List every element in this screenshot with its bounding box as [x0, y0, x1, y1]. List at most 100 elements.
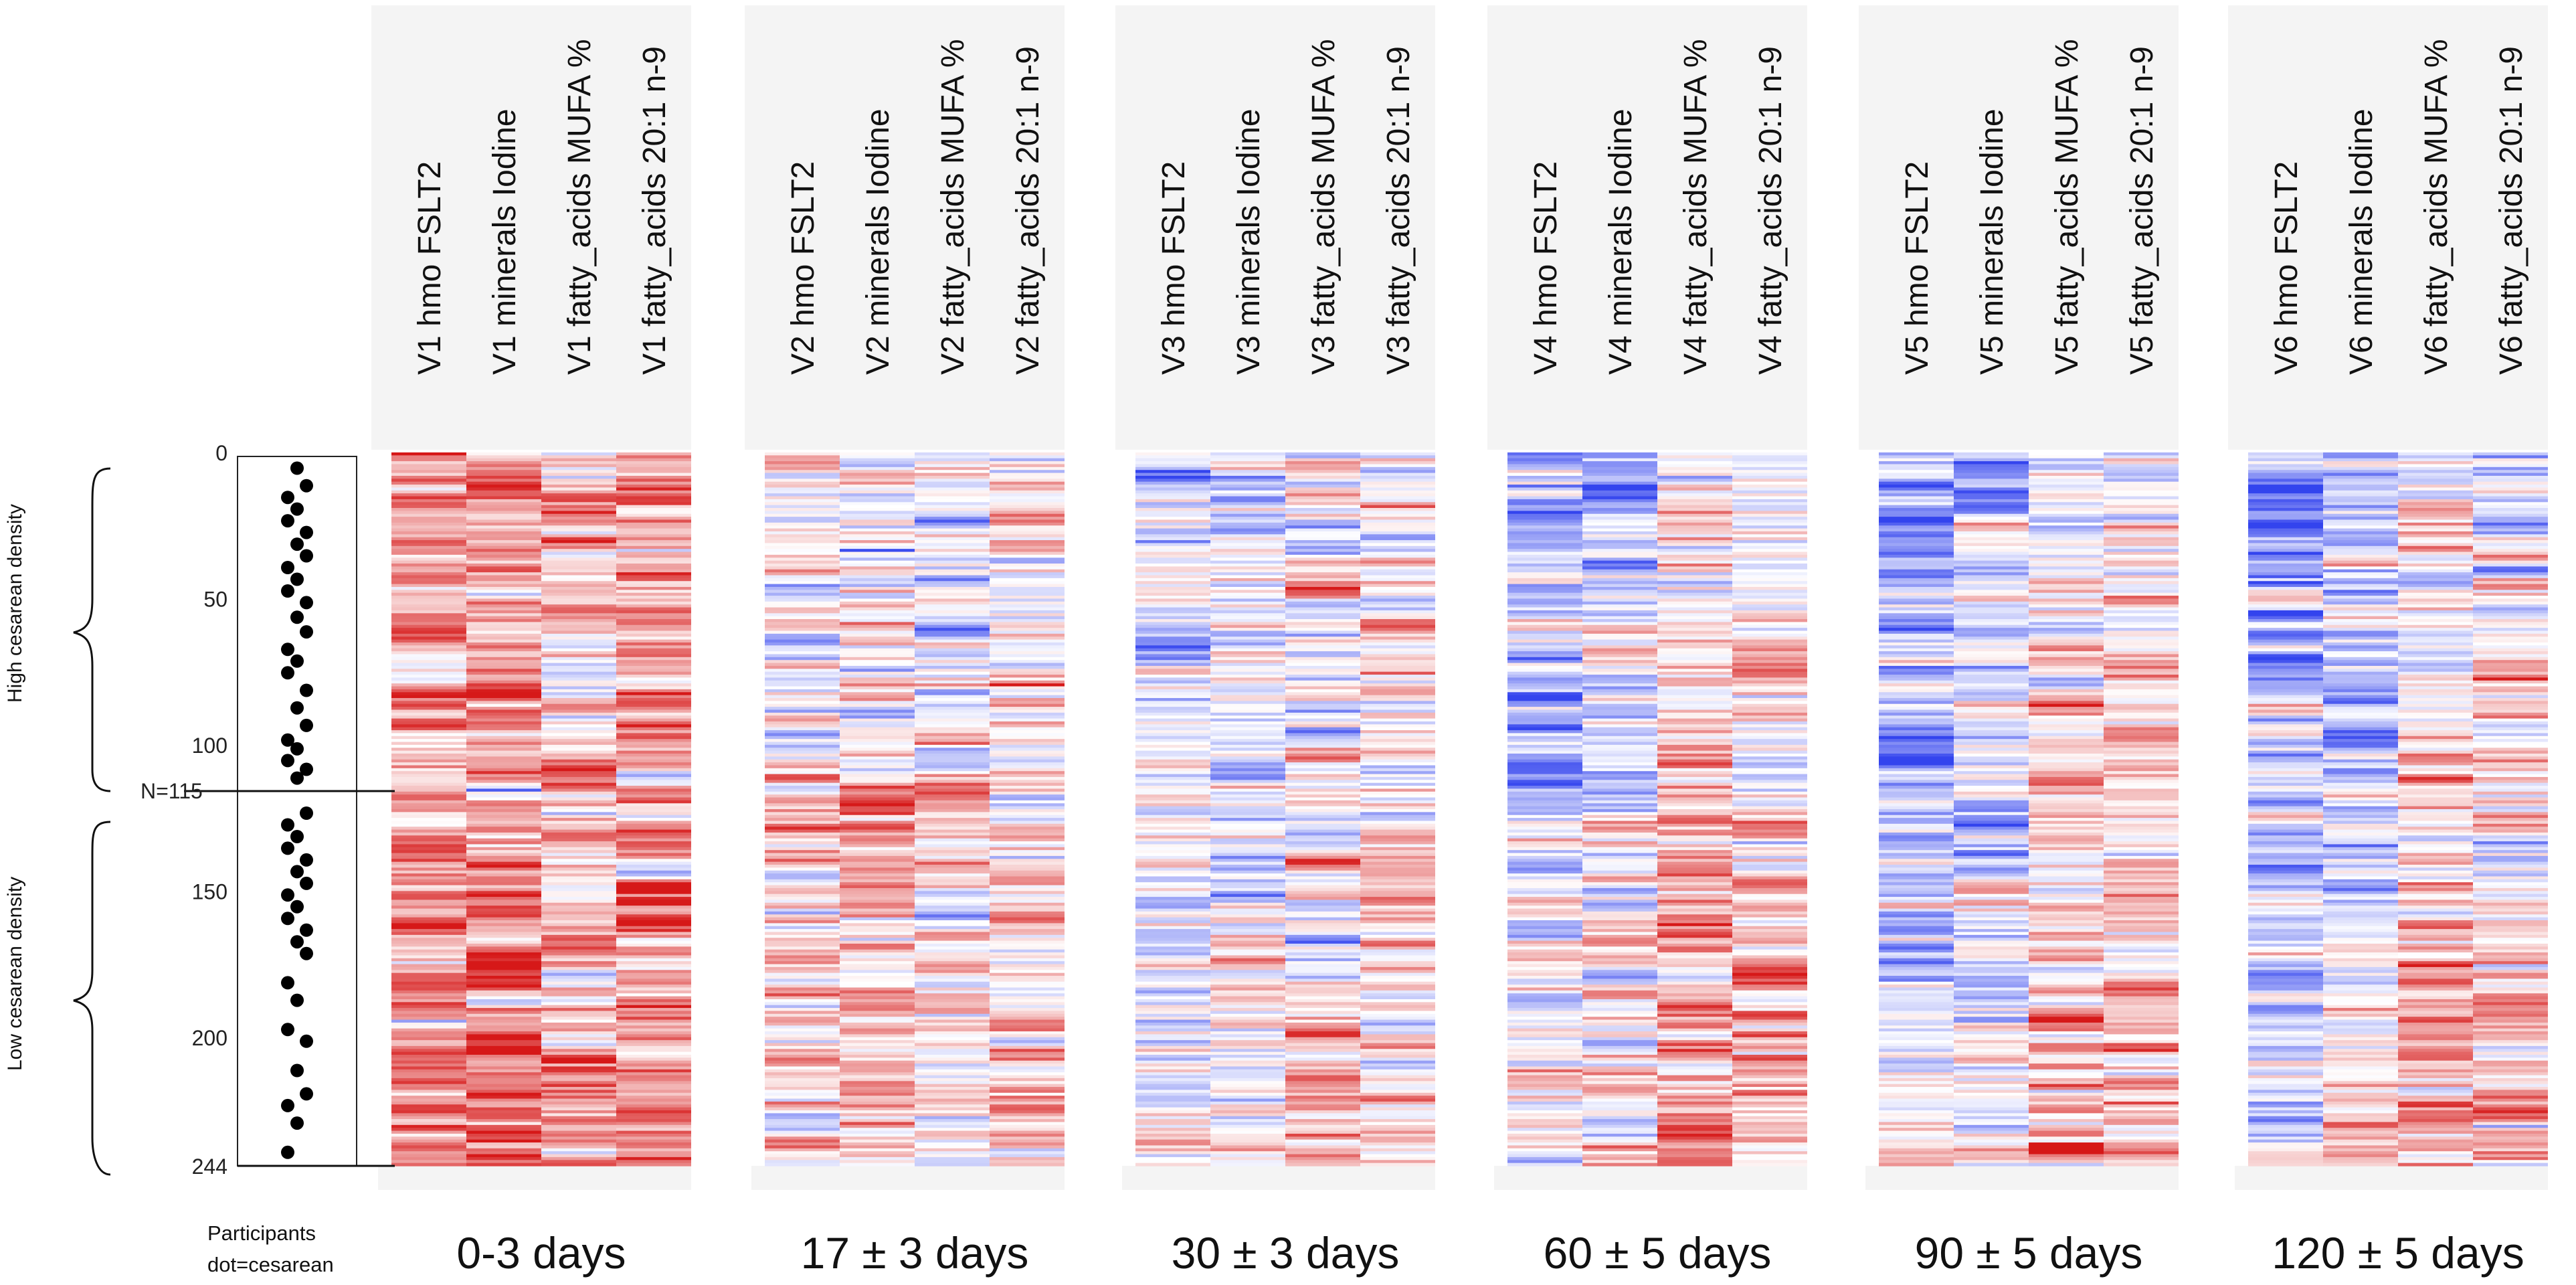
- heat-cell: [2104, 1092, 2179, 1096]
- heat-cell: [1657, 648, 1732, 652]
- heat-cell: [391, 452, 466, 456]
- heat-cell: [541, 876, 616, 880]
- heat-cell: [1582, 1049, 1657, 1053]
- heat-cell: [1582, 897, 1657, 901]
- heat-cell: [1954, 987, 2029, 991]
- heat-cell: [391, 835, 466, 839]
- heat-cell: [2248, 543, 2323, 547]
- heat-cell: [2029, 815, 2104, 819]
- heat-cell: [1285, 952, 1360, 956]
- heat-cell: [1285, 1163, 1360, 1167]
- heat-cell: [840, 575, 915, 579]
- heat-cell: [2104, 1130, 2179, 1134]
- heat-cell: [1507, 505, 1582, 509]
- heat-cell: [1732, 616, 1807, 620]
- heat-cell: [2104, 859, 2179, 863]
- heat-cell: [541, 1139, 616, 1143]
- heat-cell: [915, 1034, 990, 1038]
- heat-cell: [1135, 1005, 1210, 1009]
- heat-cell: [466, 1031, 541, 1035]
- heat-cell: [1285, 955, 1360, 959]
- heat-cell: [1732, 1031, 1807, 1035]
- heat-cell: [1582, 452, 1657, 456]
- heat-cell: [990, 528, 1065, 532]
- heat-cell: [1582, 648, 1657, 652]
- heat-cell: [1210, 920, 1285, 924]
- heat-cell: [1732, 906, 1807, 910]
- heat-cell: [466, 900, 541, 904]
- heat-cell: [1657, 455, 1732, 459]
- heat-cell: [616, 628, 691, 632]
- heat-cell: [2104, 887, 2179, 891]
- heat-cell: [840, 940, 915, 944]
- heat-cell: [1360, 598, 1435, 602]
- heat-cell: [1582, 470, 1657, 474]
- heat-cell: [1954, 736, 2029, 740]
- heat-cell: [990, 887, 1065, 891]
- column-label: V5 minerals Iodine: [1974, 108, 2010, 375]
- heat-cell: [840, 827, 915, 831]
- heat-cell: [1582, 590, 1657, 594]
- heat-cell: [1507, 1011, 1582, 1015]
- heat-cell: [2029, 578, 2104, 582]
- heat-cell: [466, 961, 541, 965]
- heat-cell: [1507, 639, 1582, 643]
- heat-cell: [840, 964, 915, 968]
- heat-cell: [1360, 1128, 1435, 1132]
- heat-cell: [2029, 598, 2104, 602]
- heat-cell: [1285, 859, 1360, 863]
- heat-cell: [1360, 762, 1435, 766]
- heat-cell: [1582, 926, 1657, 930]
- heat-cell: [616, 981, 691, 985]
- heat-cell: [1954, 1034, 2029, 1038]
- heat-cell: [466, 677, 541, 681]
- heat-cell: [990, 1054, 1065, 1058]
- heat-cell: [1507, 525, 1582, 529]
- heat-cell: [2029, 934, 2104, 938]
- heat-cell: [1732, 791, 1807, 795]
- heat-cell: [990, 1005, 1065, 1009]
- heat-cell: [1360, 838, 1435, 842]
- heat-cell: [1285, 639, 1360, 643]
- heat-cell: [765, 1034, 840, 1038]
- heat-cell: [466, 821, 541, 825]
- heat-cell: [1285, 1154, 1360, 1158]
- heat-cell: [765, 675, 840, 678]
- heat-cell: [1732, 619, 1807, 622]
- heat-cell: [1135, 619, 1210, 622]
- heat-cell: [915, 1142, 990, 1146]
- heat-cell: [2104, 1133, 2179, 1137]
- heat-cell: [1210, 677, 1285, 681]
- heat-cell: [990, 1145, 1065, 1149]
- heat-cell: [765, 1160, 840, 1164]
- heat-cell: [2248, 680, 2323, 684]
- heat-cell: [915, 812, 990, 816]
- heat-cell: [1879, 513, 1954, 517]
- heat-cell: [990, 999, 1065, 1003]
- heat-cell: [1135, 689, 1210, 693]
- heat-cell: [1135, 733, 1210, 737]
- heat-cell: [1732, 818, 1807, 822]
- heat-cell: [1732, 1054, 1807, 1058]
- heat-cell: [990, 1104, 1065, 1108]
- heat-cell: [1360, 455, 1435, 459]
- heat-cell: [1360, 803, 1435, 807]
- heat-cell: [1507, 940, 1582, 944]
- heat-cell: [1135, 972, 1210, 976]
- heat-cell: [616, 829, 691, 833]
- heat-cell: [2029, 464, 2104, 468]
- heat-cell: [1732, 1040, 1807, 1044]
- heat-cell: [1657, 487, 1732, 491]
- column-label: V3 fatty_acids MUFA %: [1306, 39, 1342, 375]
- heat-cell: [2029, 832, 2104, 836]
- heat-cell: [765, 669, 840, 673]
- heat-cell: [1210, 853, 1285, 857]
- heat-cell: [466, 815, 541, 819]
- heat-cell: [1657, 569, 1732, 573]
- heat-cell: [391, 780, 466, 784]
- heat-cell: [765, 897, 840, 901]
- heat-cell: [1360, 554, 1435, 558]
- heat-cell: [1657, 505, 1732, 509]
- heat-cell: [1507, 996, 1582, 1000]
- heat-cell: [541, 788, 616, 792]
